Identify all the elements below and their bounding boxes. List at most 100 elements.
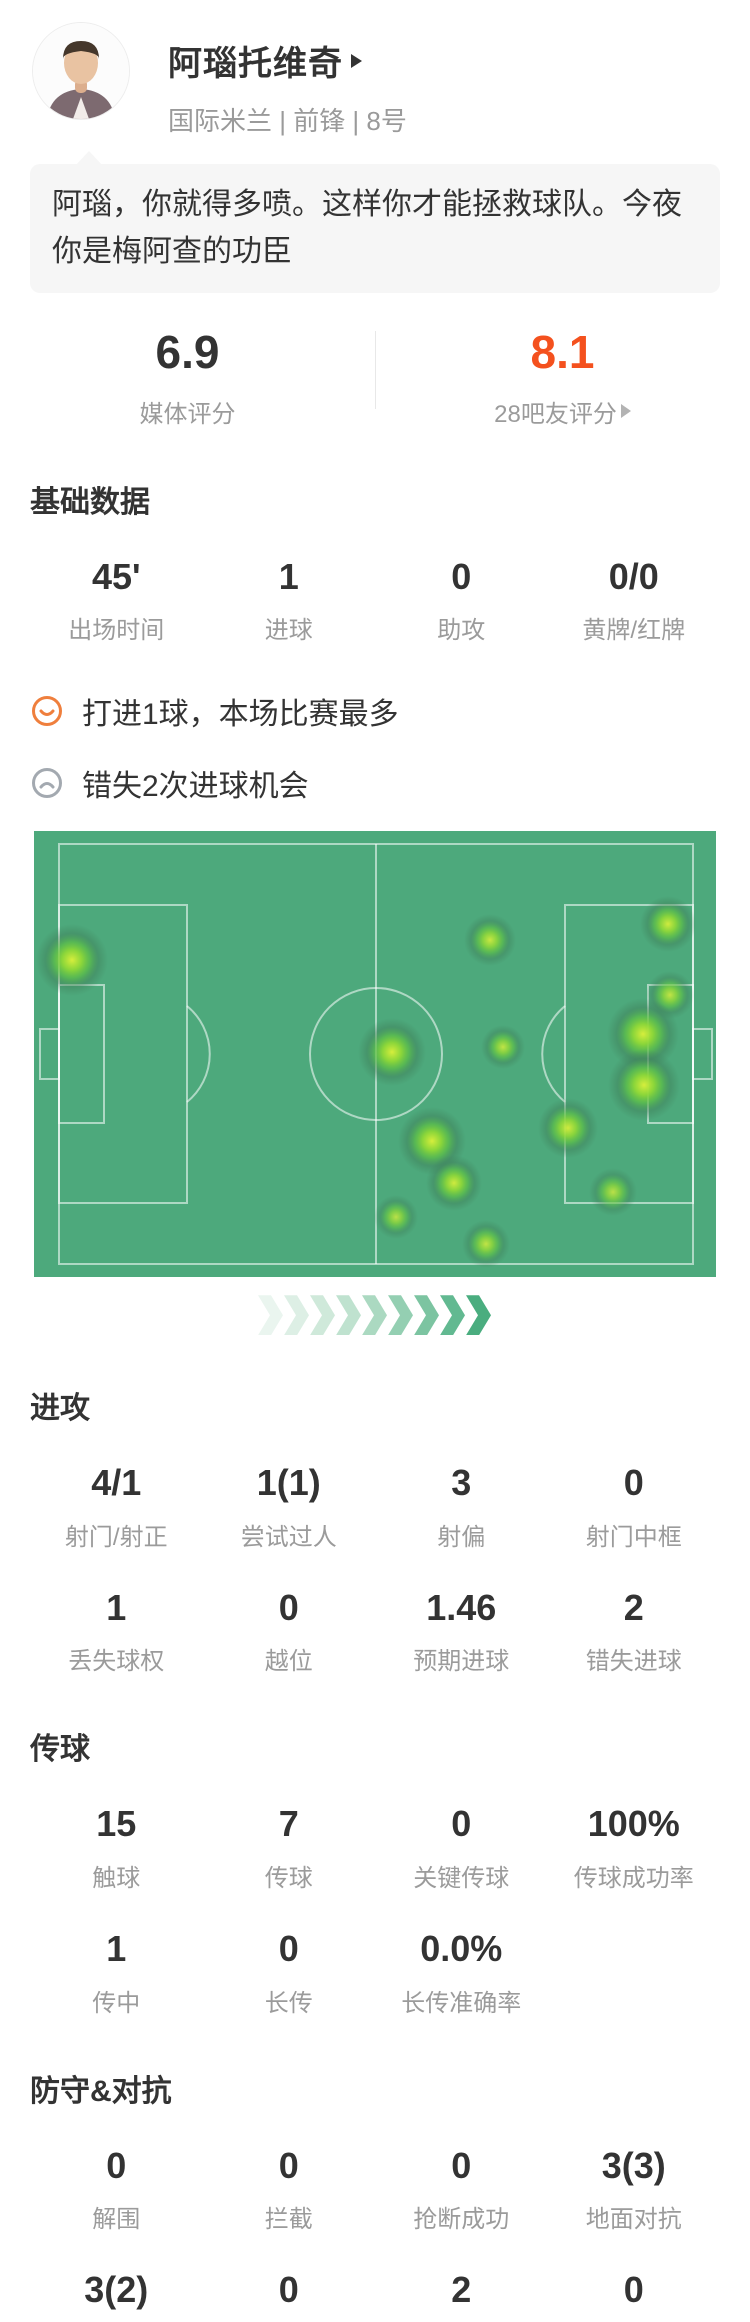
stat-cell-empty [548, 1929, 721, 2018]
stat-value: 1.46 [426, 1586, 497, 1628]
stat-cell: 0 抢断成功 [375, 2144, 548, 2235]
chevron-right-icon [388, 1295, 413, 1336]
stat-value: 3 [451, 1462, 472, 1504]
chevron-right-icon [414, 1295, 439, 1336]
stat-cell: 1 进球 [203, 555, 376, 646]
stat-value: 0 [451, 1803, 472, 1845]
stats-grid-attack: 4/1 射门/射正 1(1) 尝试过人 3 射偏 0 射门中框 1 丢失球权 0 越位 1.46 预期进球… [30, 1463, 720, 1676]
chevron-right-icon [620, 404, 631, 419]
stat-row: 15 触球 7 传球 0 关键传球 100% 传球成功率 [30, 1804, 720, 1893]
momentum-chevrons-icon [0, 1295, 750, 1336]
ratings: 6.9 媒体评分 8.1 28吧友评分 [0, 327, 750, 429]
highlight-text: 打进1球，本场比赛最多 [82, 698, 399, 732]
stat-value: 7 [278, 1803, 299, 1845]
stat-cell: 1.46 预期进球 [375, 1588, 548, 1677]
header: 阿瑙托维奇 国际米兰 | 前锋 | 8号 [0, 0, 750, 138]
stat-value: 0.0% [420, 1927, 503, 1969]
stat-label: 丢失球权 [68, 1648, 165, 1676]
stat-cell: 4/1 射门/射正 [30, 1463, 203, 1552]
stat-label: 射门中框 [585, 1523, 682, 1551]
stat-cell: 0 解围 [30, 2144, 203, 2235]
stat-cell: 3 射偏 [375, 1463, 548, 1552]
stat-cell: 1(1) 尝试过人 [203, 1463, 376, 1552]
chevron-right-icon [284, 1295, 309, 1336]
heatmap-blob [640, 896, 696, 953]
stat-row: 45' 出场时间 1 进球 0 助攻 0/0 黄牌/红牌 [30, 555, 721, 646]
stat-cell: 0犯规 [203, 2270, 376, 2322]
fans-rating-label-text: 28吧友评分 [494, 400, 617, 428]
smile-icon [32, 696, 62, 727]
stat-label: 解围 [92, 2206, 141, 2234]
stat-row: 0 解围 0 拦截 0 抢断成功 3(3) 地面对抗 [30, 2144, 721, 2235]
stat-value: 0 [451, 555, 472, 597]
stat-label: 尝试过人 [240, 1523, 337, 1551]
media-rating-value: 6.9 [155, 326, 220, 378]
stat-cell: 0 拦截 [203, 2144, 376, 2235]
player-subtitle: 国际米兰 | 前锋 | 8号 [168, 106, 407, 136]
stat-value: 0 [106, 2144, 127, 2186]
fans-rating[interactable]: 8.1 28吧友评分 [375, 327, 750, 429]
stat-cell: 3(2)争顶 [30, 2270, 203, 2322]
stat-value: 0 [278, 2144, 299, 2186]
stat-cell: 0 助攻 [375, 555, 548, 646]
stat-cell: 45' 出场时间 [30, 556, 203, 646]
stat-label: 长传准确率 [401, 1989, 522, 2017]
section-title: 传球 [30, 1733, 90, 1767]
media-rating: 6.9 媒体评分 [0, 327, 375, 429]
stat-value: 15 [96, 1803, 137, 1845]
chevron-right-icon [362, 1295, 387, 1336]
stat-value: 1 [106, 1586, 127, 1628]
stat-value: 2 [623, 1586, 644, 1628]
stat-value: 1 [278, 555, 299, 597]
highlight-text: 错失2次进球机会 [82, 770, 309, 804]
section-title: 基础数据 [30, 485, 150, 519]
stat-cell: 3(3) 地面对抗 [548, 2145, 721, 2235]
player-photo-image [33, 23, 129, 119]
player-name-row[interactable]: 阿瑙托维奇 [168, 36, 407, 85]
stat-cell: 0/0 黄牌/红牌 [548, 555, 721, 646]
name-disclosure-icon [351, 53, 362, 68]
stat-cell: 0 长传 [203, 1929, 376, 2018]
section-title: 进攻 [30, 1392, 90, 1426]
stat-label: 长传 [264, 1989, 313, 2017]
section-basic: 基础数据 45' 出场时间 1 进球 0 助攻 0/0 黄牌/红牌 [0, 477, 750, 646]
stat-label: 出场时间 [68, 617, 165, 645]
stat-value: 0/0 [608, 555, 659, 597]
stat-cell: 0 关键传球 [375, 1804, 548, 1893]
stat-label: 越位 [264, 1648, 313, 1676]
stat-label: 错失进球 [585, 1648, 682, 1676]
stat-label: 预期进球 [413, 1648, 510, 1676]
stat-label: 黄牌/红牌 [582, 617, 686, 645]
section-defense: 防守&对抗 0 解围 0 拦截 0 抢断成功 3(3) 地面对抗 3(2)争顶0犯规2被犯规0被… [0, 2066, 750, 2322]
heatmap-pitch [34, 831, 716, 1278]
heatmap-blob [607, 998, 679, 1071]
stat-label: 助攻 [437, 617, 486, 645]
heatmap-blob [481, 1025, 525, 1070]
chevron-right-icon [310, 1295, 335, 1336]
stat-label: 地面对抗 [585, 2206, 682, 2234]
stat-label: 传中 [92, 1989, 141, 2017]
section-attack: 进攻 4/1 射门/射正 1(1) 尝试过人 3 射偏 0 射门中框 1 丢失球权 0 越位 1.46 预… [0, 1383, 750, 1676]
heatmap-blob [358, 1018, 426, 1087]
ratings-divider [375, 331, 376, 409]
fans-rating-label[interactable]: 28吧友评分 [494, 394, 631, 429]
stat-label: 射门/射正 [64, 1523, 168, 1551]
header-texts: 阿瑙托维奇 国际米兰 | 前锋 | 8号 [168, 22, 407, 138]
stat-cell: 0 射门中框 [548, 1463, 721, 1552]
stat-cell: 0 越位 [203, 1588, 376, 1677]
highlights: 打进1球，本场比赛最多 错失2次进球机会 [30, 689, 720, 805]
heatmap-blob [374, 1195, 418, 1240]
chevron-right-icon [440, 1295, 465, 1336]
stat-value: 1 [106, 1927, 127, 1969]
stat-label: 触球 [92, 1864, 141, 1892]
stat-value: 0 [451, 2144, 472, 2186]
heatmap-blob [538, 1098, 598, 1159]
stat-row: 1 传中 0 长传 0.0% 长传准确率 [30, 1929, 720, 2018]
stat-value: 0 [278, 1586, 299, 1628]
stat-cell: 1 丢失球权 [30, 1588, 203, 1677]
stat-label: 射偏 [437, 1523, 486, 1551]
stat-value: 4/1 [91, 1462, 142, 1504]
heatmap-blob [462, 1220, 510, 1269]
heatmap-blob [36, 924, 108, 997]
